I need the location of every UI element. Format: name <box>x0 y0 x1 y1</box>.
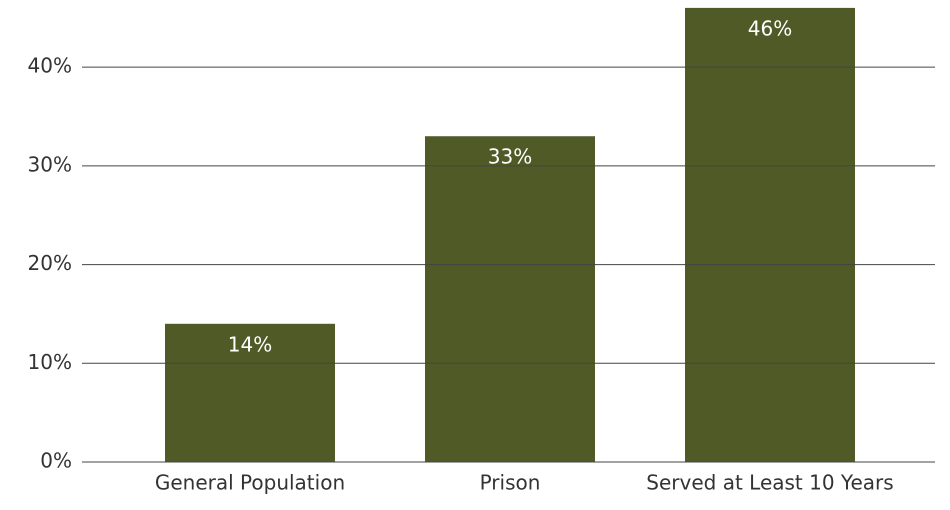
x-tick-label: Served at Least 10 Years <box>646 471 893 495</box>
y-tick-label: 20% <box>28 251 72 275</box>
y-tick-label: 10% <box>28 350 72 374</box>
y-tick-label: 0% <box>40 449 72 473</box>
x-tick-label: General Population <box>155 471 345 495</box>
x-tick-label: Prison <box>480 471 541 495</box>
y-tick-label: 30% <box>28 152 72 176</box>
y-tick-label: 40% <box>28 54 72 78</box>
value-label: 14% <box>228 332 272 356</box>
bar <box>425 136 595 462</box>
value-label: 33% <box>488 145 532 169</box>
value-label: 46% <box>748 16 792 40</box>
bar <box>685 7 855 463</box>
bar <box>165 323 335 462</box>
